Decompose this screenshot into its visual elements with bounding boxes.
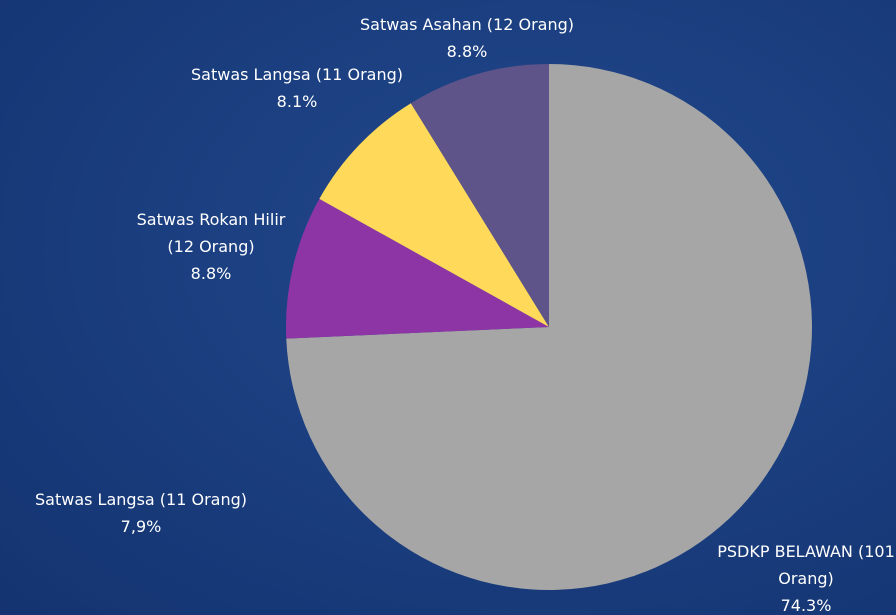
category-label: Satwas Rokan Hilir (12 Orang) bbox=[136, 210, 286, 256]
slice-label: PSDKP BELAWAN (101 Orang) 74.3% bbox=[716, 538, 896, 615]
category-label: Satwas Asahan (12 Orang) bbox=[359, 15, 574, 34]
category-label: Satwas Langsa (11 Orang) bbox=[191, 65, 403, 84]
category-label: PSDKP BELAWAN (101 Orang) bbox=[717, 542, 895, 588]
pie-slice bbox=[410, 64, 549, 327]
pie-slice bbox=[319, 103, 549, 328]
value-label: 74.3% bbox=[780, 596, 832, 615]
value-label: 8.8% bbox=[446, 42, 488, 61]
annotation: Satwas Langsa (11 Orang) 7,9% bbox=[0, 486, 291, 540]
slice-label: Satwas Langsa (11 Orang) 8.1% bbox=[147, 61, 447, 115]
pie-slice bbox=[286, 198, 549, 339]
annotation-label: 7,9% bbox=[120, 517, 162, 536]
annotation-text: Satwas Langsa (11 Orang) bbox=[35, 490, 247, 509]
slice-label: Satwas Asahan (12 Orang) 8.8% bbox=[317, 11, 617, 65]
pie-slice bbox=[286, 64, 812, 590]
value-label: 8.1% bbox=[276, 92, 318, 111]
slice-label: Satwas Rokan Hilir (12 Orang) 8.8% bbox=[121, 206, 301, 287]
value-label: 8.8% bbox=[190, 264, 232, 283]
